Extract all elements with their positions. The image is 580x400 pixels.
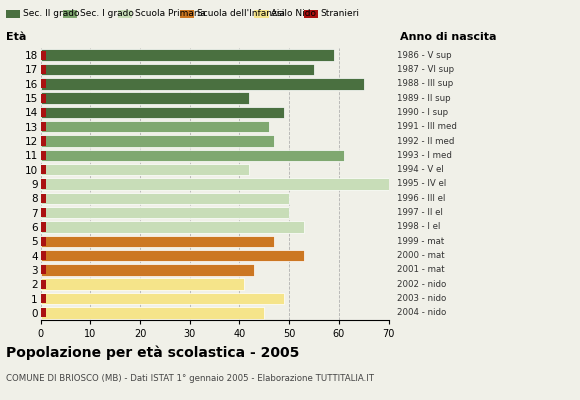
Bar [41, 293, 284, 304]
Text: 1997 - II el: 1997 - II el [397, 208, 443, 217]
Text: 1998 - I el: 1998 - I el [397, 222, 441, 232]
Bar [41, 192, 289, 204]
Bar [41, 164, 249, 176]
Text: Popolazione per età scolastica - 2005: Popolazione per età scolastica - 2005 [6, 346, 299, 360]
Text: Anno di nascita: Anno di nascita [400, 32, 496, 42]
Text: 1995 - IV el: 1995 - IV el [397, 180, 447, 188]
Bar [41, 222, 46, 232]
Text: 1990 - I sup: 1990 - I sup [397, 108, 448, 117]
Bar [41, 278, 244, 290]
Bar [41, 178, 389, 190]
Text: Età: Età [6, 32, 26, 42]
Bar [41, 165, 46, 174]
Bar [41, 280, 46, 289]
Text: 1994 - V el: 1994 - V el [397, 165, 444, 174]
Text: 1996 - III el: 1996 - III el [397, 194, 445, 203]
Bar [41, 208, 46, 217]
Text: 1989 - II sup: 1989 - II sup [397, 94, 451, 103]
Bar [41, 78, 364, 90]
Bar [41, 307, 264, 318]
Bar [41, 236, 274, 247]
Bar [41, 107, 284, 118]
Text: 1986 - V sup: 1986 - V sup [397, 51, 452, 60]
Text: 2001 - mat: 2001 - mat [397, 265, 445, 274]
Text: 1987 - VI sup: 1987 - VI sup [397, 65, 454, 74]
Text: 1999 - mat: 1999 - mat [397, 237, 444, 246]
Bar [41, 264, 255, 276]
Bar [41, 92, 249, 104]
Text: 1991 - III med: 1991 - III med [397, 122, 457, 131]
Text: 1992 - II med: 1992 - II med [397, 136, 455, 146]
Text: 1993 - I med: 1993 - I med [397, 151, 452, 160]
Bar [41, 251, 46, 260]
Bar [41, 108, 46, 117]
Text: Sec. I grado: Sec. I grado [80, 10, 133, 18]
Bar [41, 151, 46, 160]
Text: 2004 - nido: 2004 - nido [397, 308, 447, 317]
Bar [41, 207, 289, 218]
Bar [41, 221, 304, 233]
Bar [41, 135, 274, 147]
Bar [41, 65, 46, 74]
Bar [41, 121, 269, 132]
Text: COMUNE DI BRIOSCO (MB) - Dati ISTAT 1° gennaio 2005 - Elaborazione TUTTITALIA.IT: COMUNE DI BRIOSCO (MB) - Dati ISTAT 1° g… [6, 374, 374, 383]
Bar [41, 308, 46, 318]
Bar [41, 150, 344, 161]
Bar [41, 194, 46, 203]
Bar [41, 237, 46, 246]
Text: Scuola Primaria: Scuola Primaria [135, 10, 205, 18]
Bar [41, 250, 304, 261]
Text: 2003 - nido: 2003 - nido [397, 294, 447, 303]
Bar [41, 136, 46, 146]
Bar [41, 265, 46, 274]
Bar [41, 180, 46, 188]
Text: 1988 - III sup: 1988 - III sup [397, 79, 454, 88]
Text: Stranieri: Stranieri [321, 10, 360, 18]
Bar [41, 79, 46, 88]
Text: Asilo Nido: Asilo Nido [271, 10, 316, 18]
Bar [41, 94, 46, 103]
Text: Scuola dell'Infanzia: Scuola dell'Infanzia [197, 10, 285, 18]
Bar [41, 50, 334, 61]
Bar [41, 294, 46, 303]
Bar [41, 64, 314, 75]
Text: 2002 - nido: 2002 - nido [397, 280, 447, 289]
Text: Sec. II grado: Sec. II grado [23, 10, 79, 18]
Bar [41, 122, 46, 131]
Text: 2000 - mat: 2000 - mat [397, 251, 445, 260]
Bar [41, 50, 46, 60]
